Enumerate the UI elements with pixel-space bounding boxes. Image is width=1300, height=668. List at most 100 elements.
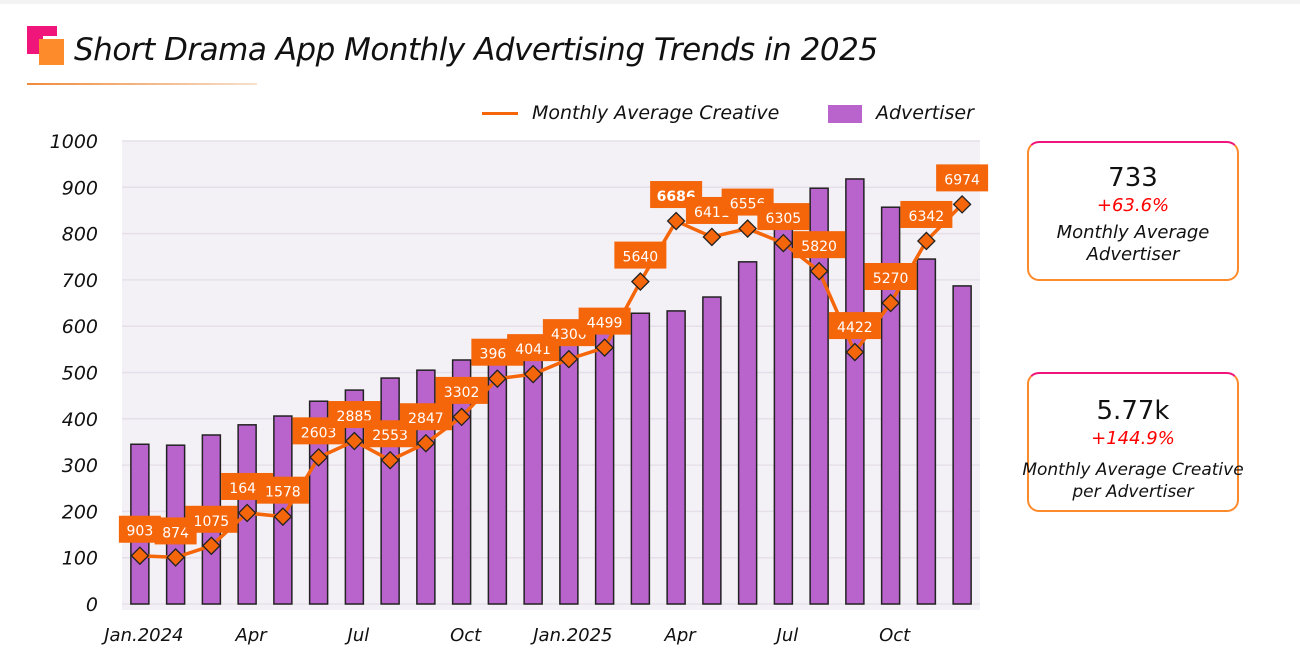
y-tick-label: 200 [62,501,98,523]
line-point [309,447,329,467]
line-point [166,548,186,567]
bar [845,178,865,605]
bar [523,346,543,605]
line-point [380,450,400,470]
data-label-box [185,505,238,533]
bar [487,353,508,605]
data-label: 4422 [837,320,873,336]
line-point [630,272,650,291]
data-label: 1578 [265,485,301,501]
data-label-box [864,262,917,290]
page-title: Short Drama App Monthly Advertising Tren… [74,32,878,68]
data-label-box [757,203,810,231]
line-point [952,194,972,214]
bar [630,312,651,605]
plot-area [122,141,980,610]
legend-bar: Advertiser [828,102,974,124]
data-label: 2553 [372,428,408,444]
x-tick-label: Jan.2025 [530,625,612,646]
line-point [559,349,579,369]
bar [702,296,722,605]
line-point [666,211,686,231]
data-label: 903 [127,524,154,540]
data-label-box [118,515,161,543]
y-tick-label: 1000 [50,131,98,153]
bar [737,261,758,605]
data-label: 4041 [515,342,551,358]
line-point [702,227,722,247]
legend-line-label: Monthly Average Creative [532,102,780,124]
metric-label: Monthly Average Advertiser [1056,222,1210,265]
line-point [201,536,221,556]
line-point [416,433,436,453]
data-label: 5820 [801,239,837,255]
line-point [595,338,615,358]
y-tick-label: 600 [62,316,98,338]
data-label: 4300 [551,327,587,343]
data-label: 2885 [337,409,373,425]
data-label: 6305 [766,211,802,227]
y-tick-label: 100 [62,548,98,570]
legend-bar-label: Advertiser [876,102,974,124]
bar [809,187,829,605]
data-label: 2847 [408,411,444,427]
y-tick-label: 500 [62,363,98,385]
bar [666,310,686,605]
line-point [523,364,543,384]
bar [594,325,615,605]
data-label-box [793,231,846,259]
data-label-box [936,164,989,192]
metric-card-creative-per-advertiser: 5.77k +144.9% Monthly Average Creative p… [1022,372,1244,512]
data-label-box [435,376,488,404]
metric-change: +144.9% [1091,428,1175,449]
line-point [273,507,293,527]
line-point [487,369,507,389]
data-label: 874 [162,525,189,541]
bar [916,258,937,605]
line-point [237,503,257,523]
data-label-box [578,307,631,335]
data-label: 6411 [694,205,730,221]
legend-line: Monthly Average Creative [482,102,779,124]
data-label: 6686 [657,189,696,205]
metric-label: Monthly Average Creative per Advertiser [1022,460,1244,502]
x-tick-label: Apr [664,625,698,646]
metric-value: 5.77k [1096,396,1170,426]
data-label-box [399,403,452,431]
line-point [452,407,472,427]
metric-change: +63.6% [1096,195,1170,216]
data-label: 2603 [301,425,337,441]
line-point [773,233,793,253]
bar [559,339,579,605]
x-tick-label: Oct [450,625,482,646]
metric-value: 733 [1108,163,1158,193]
data-label: 4499 [587,316,623,332]
y-tick-label: 300 [62,455,98,477]
data-label: 3962 [480,347,516,363]
chart: 0 100 200 300 400 500 600 700 800 900 1000 Jan.2024… [50,131,989,646]
line-point [738,219,758,238]
x-tick-label: Jul [345,625,370,646]
x-tick-label: Apr [235,625,269,646]
line-point [881,293,901,313]
y-tick-label: 0 [86,594,98,616]
bar [380,377,400,605]
data-label: 6556 [730,197,766,213]
y-tick-label: 700 [62,270,98,292]
data-label: 6974 [944,172,980,188]
data-label: 3302 [444,385,480,401]
bar [308,400,329,605]
top-border [0,0,1300,4]
data-label: 5640 [623,250,659,266]
title-underline [27,83,257,85]
data-label: 1075 [194,514,230,530]
data-label-box [256,476,309,504]
data-label-box [828,312,881,340]
line-point [344,431,364,451]
y-tick-label: 800 [62,224,98,246]
line-point [130,546,150,566]
metric-card-advertiser: 733 +63.6% Monthly Average Advertiser [1027,141,1239,281]
y-tick-label: 900 [62,177,98,199]
line-point [809,261,829,281]
line-point [916,231,936,251]
